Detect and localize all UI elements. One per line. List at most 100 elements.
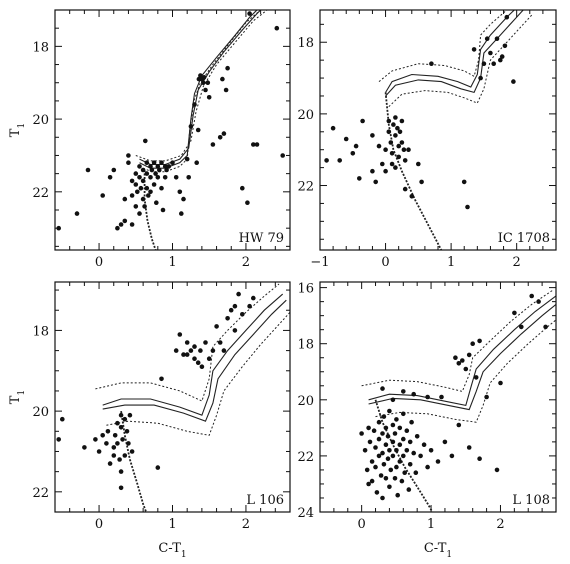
isochrone-line — [95, 283, 280, 402]
isochrone-line — [142, 10, 261, 173]
star-point — [217, 135, 223, 140]
main-sequence-track — [374, 399, 434, 512]
panel-ic-1708: −1 0 1 2 18 20 22 IC 1708 — [297, 9, 557, 270]
star-point — [160, 207, 166, 213]
star-point — [159, 160, 164, 165]
star-point — [499, 54, 505, 59]
star-point — [371, 428, 377, 434]
star-point — [179, 211, 184, 216]
x-tick-label: 0 — [358, 517, 366, 532]
x-tick-label: 1 — [427, 517, 435, 532]
isochrone-line — [102, 299, 287, 422]
star-point — [406, 487, 412, 492]
star-point — [395, 125, 400, 131]
star-point — [429, 61, 434, 66]
panel-l-108: 0 1 2 16 18 20 22 24 C-T1 L 108 — [297, 281, 557, 560]
star-point — [390, 422, 396, 428]
star-point — [107, 461, 113, 466]
star-point — [357, 176, 362, 181]
star-point — [126, 160, 131, 165]
star-point — [409, 194, 415, 199]
isochrone-line — [361, 289, 553, 392]
star-point — [192, 102, 197, 107]
star-point — [404, 428, 410, 434]
star-point — [383, 442, 389, 448]
star-point — [115, 225, 120, 231]
star-point — [82, 445, 87, 450]
star-point — [399, 140, 405, 145]
isochrone-line — [385, 10, 524, 97]
star-point — [393, 165, 398, 170]
star-point — [364, 467, 370, 473]
star-point — [350, 151, 356, 156]
star-point — [117, 457, 122, 462]
star-point — [159, 376, 164, 382]
star-point — [251, 295, 256, 301]
star-point — [137, 164, 142, 169]
star-point — [118, 425, 124, 430]
star-point — [383, 168, 388, 174]
star-point — [107, 175, 113, 180]
star-point — [435, 459, 441, 464]
star-point — [359, 431, 364, 436]
cluster-label: IC 1708 — [498, 231, 550, 246]
star-point — [477, 338, 482, 344]
x-tick-label: 1 — [168, 517, 176, 532]
star-point — [251, 142, 256, 147]
plot-area — [359, 289, 556, 512]
plot-area — [56, 10, 286, 250]
star-point — [181, 352, 186, 357]
star-point — [397, 129, 403, 135]
star-point — [151, 182, 157, 187]
star-point — [144, 185, 150, 191]
star-point — [456, 422, 462, 428]
star-point — [393, 115, 398, 120]
star-point — [124, 429, 130, 434]
star-point — [391, 122, 396, 127]
star-point — [115, 441, 120, 446]
star-point — [149, 167, 155, 173]
star-point — [381, 414, 387, 419]
star-point — [466, 352, 472, 358]
star-point — [367, 439, 373, 445]
star-point — [225, 65, 230, 71]
isochrone-line — [139, 10, 258, 169]
star-point — [184, 352, 190, 357]
star-point — [376, 419, 382, 425]
x-tick-label: 0 — [381, 255, 389, 270]
star-point — [111, 445, 117, 450]
star-point — [502, 43, 508, 49]
star-point — [392, 431, 398, 436]
y-tick-label: 18 — [297, 338, 314, 353]
y-tick-label: 22 — [297, 180, 314, 195]
cluster-label: HW 79 — [239, 231, 284, 246]
star-point — [198, 73, 203, 78]
star-point — [140, 178, 146, 184]
x-tick-label: 1 — [168, 255, 176, 270]
plot-area — [56, 283, 290, 512]
panel-frame — [54, 9, 291, 251]
star-point — [155, 175, 161, 180]
star-point — [425, 464, 430, 470]
x-axis-label: C-T1 — [158, 541, 186, 560]
star-point — [519, 324, 524, 330]
star-point — [396, 154, 402, 160]
y-tick-label: 20 — [297, 108, 314, 123]
star-point — [390, 397, 396, 403]
star-point — [389, 161, 395, 167]
star-point — [388, 140, 394, 145]
y-tick-label: 20 — [32, 113, 49, 128]
star-point — [118, 412, 124, 418]
x-tick-label: 0 — [95, 255, 103, 270]
main-sequence-track — [384, 92, 443, 250]
star-point — [373, 445, 378, 450]
star-point — [383, 425, 389, 431]
star-point — [100, 193, 105, 198]
star-point — [484, 36, 490, 41]
star-point — [188, 348, 194, 353]
star-point — [153, 171, 158, 176]
star-point — [407, 462, 413, 467]
star-point — [390, 453, 396, 459]
star-point — [409, 419, 414, 425]
